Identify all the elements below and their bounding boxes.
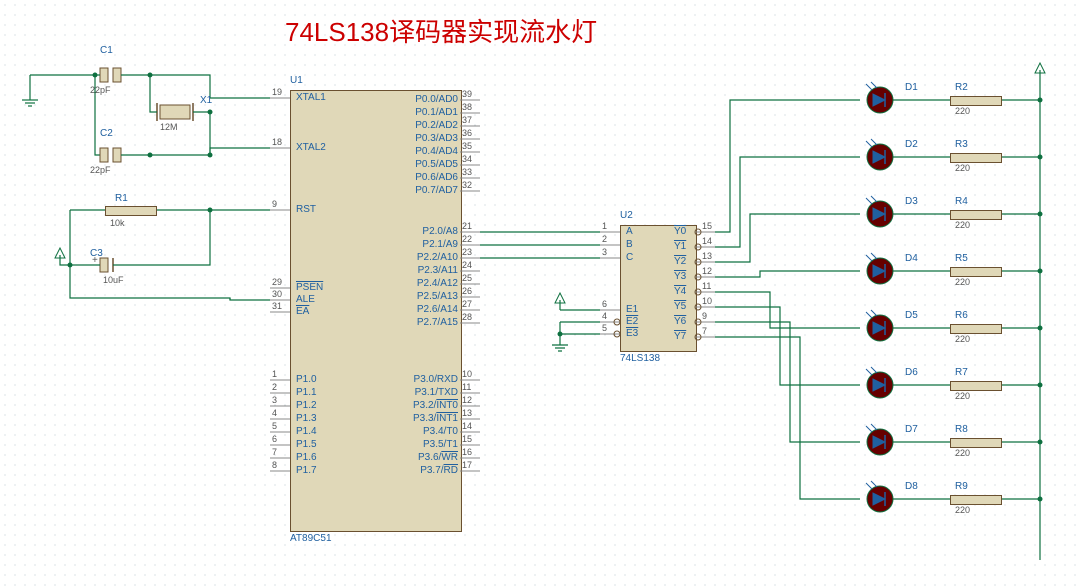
- r1-val: 10k: [110, 218, 125, 228]
- c3-ref: C3: [90, 248, 103, 259]
- x1-val: 12M: [160, 122, 178, 132]
- c1-ref: C1: [100, 45, 113, 56]
- r1-body: [105, 206, 157, 216]
- r1-ref: R1: [115, 193, 128, 204]
- c1-val: 22pF: [90, 85, 111, 95]
- c2-ref: C2: [100, 128, 113, 139]
- x1-ref: X1: [200, 95, 212, 106]
- c2-val: 22pF: [90, 165, 111, 175]
- c3-val: 10uF: [103, 275, 124, 285]
